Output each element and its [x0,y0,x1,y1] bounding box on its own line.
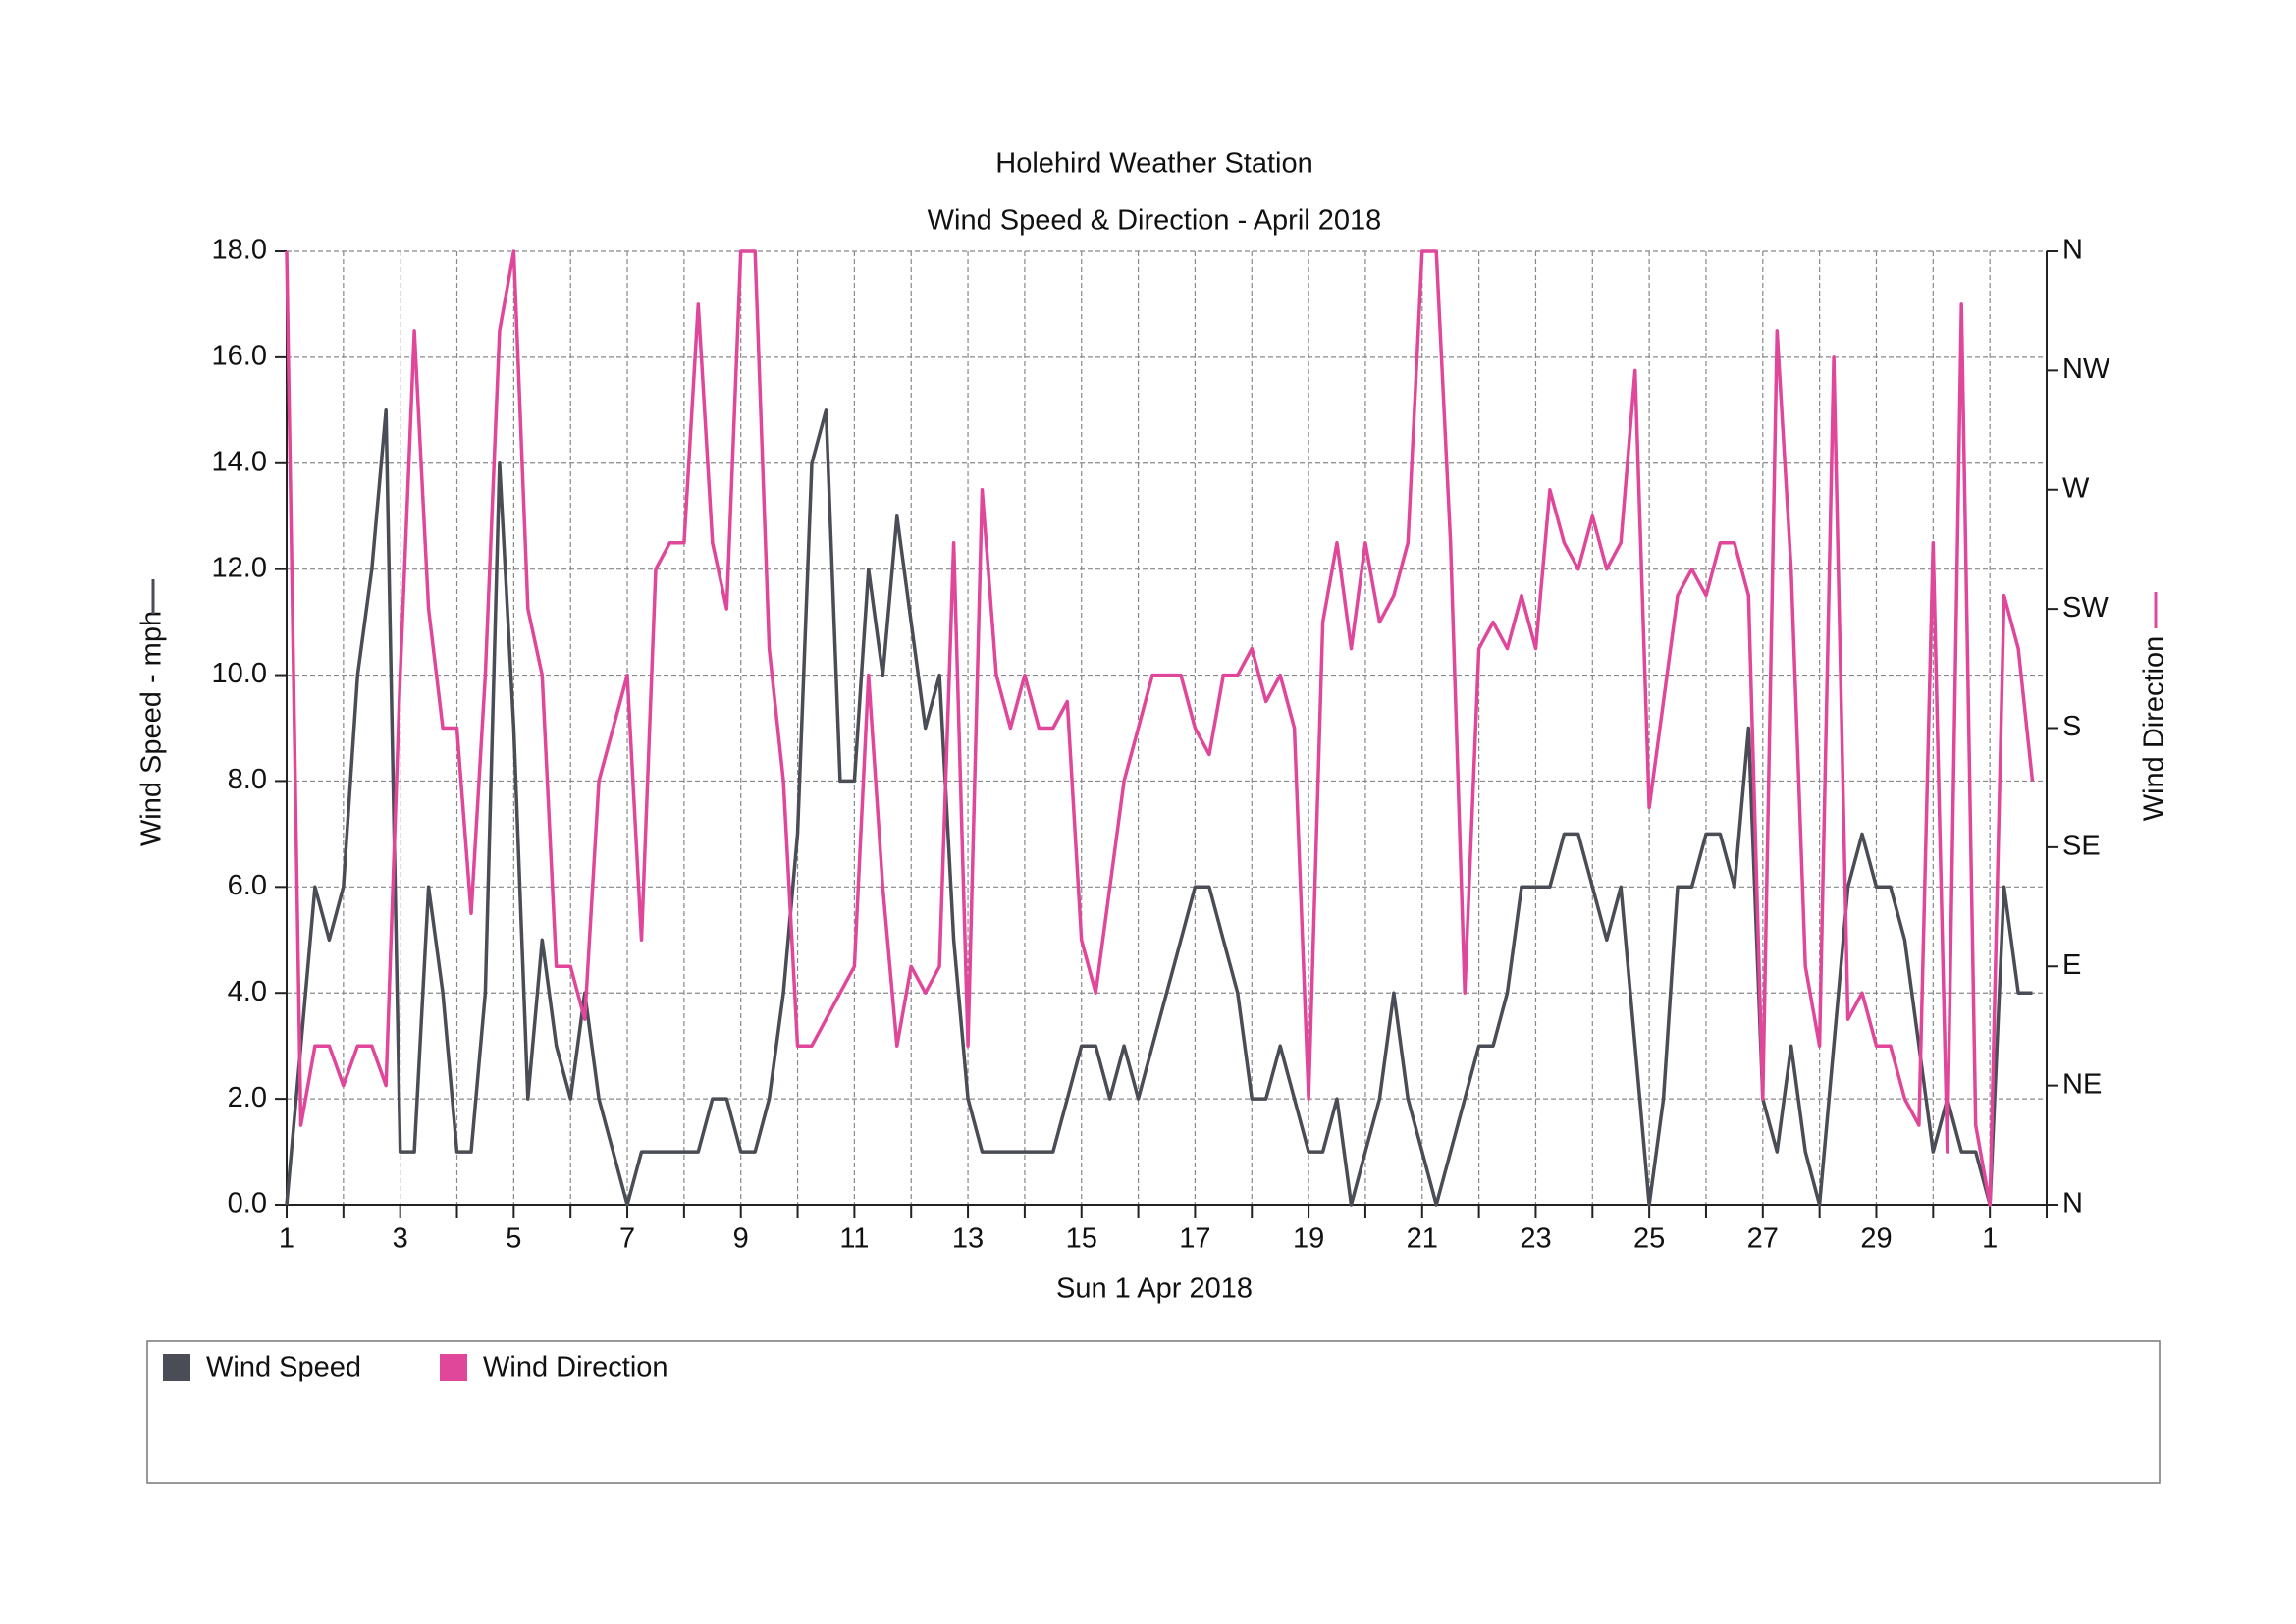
chart-subtitle: Wind Speed & Direction - April 2018 [928,205,1382,237]
y2-tick-label: NE [2062,1068,2102,1100]
y-tick-label: 2.0 [228,1082,267,1113]
y2-tick-label: SE [2062,831,2101,862]
y-tick-label: 10.0 [212,658,267,689]
y2-tick-label: NW [2062,353,2110,385]
x-tick-label: 9 [733,1223,749,1255]
legend-box [146,1340,2161,1484]
x-tick-label: 25 [1633,1223,1665,1255]
x-tick-label: 19 [1293,1223,1324,1255]
x-tick-label: 11 [839,1223,869,1255]
x-tick-label: 27 [1747,1223,1779,1255]
y-tick-label: 16.0 [212,341,267,372]
x-tick-label: 1 [279,1223,294,1255]
y-tick-label: 0.0 [228,1188,267,1219]
y-axis-label: Wind Speed - mph [136,611,168,846]
legend-label: Wind Direction [483,1352,668,1383]
y-tick-label: 4.0 [228,976,267,1007]
x-tick-label: 29 [1860,1223,1892,1255]
y-tick-label: 18.0 [212,235,267,266]
legend-swatch [163,1354,190,1381]
legend-label: Wind Speed [206,1352,361,1383]
x-tick-label: 15 [1066,1223,1097,1255]
y2-axis-label: Wind Direction [2139,636,2170,822]
x-tick-label: 1 [1982,1223,1998,1255]
x-tick-label: 21 [1407,1223,1438,1255]
x-tick-label: 13 [952,1223,984,1255]
y-tick-label: 8.0 [228,764,267,795]
x-axis-label: Sun 1 Apr 2018 [1056,1273,1253,1305]
x-tick-label: 5 [506,1223,521,1255]
y2-tick-label: N [2062,235,2083,266]
y2-tick-label: SW [2062,592,2109,623]
chart-title: Holehird Weather Station [995,148,1312,180]
y-tick-label: 12.0 [212,552,267,583]
x-tick-label: 17 [1179,1223,1210,1255]
y2-tick-label: S [2062,711,2081,742]
y2-tick-label: N [2062,1188,2083,1219]
y-tick-label: 14.0 [212,446,267,477]
x-tick-label: 7 [619,1223,635,1255]
y2-tick-label: W [2062,472,2090,504]
x-tick-label: 3 [393,1223,408,1255]
legend-swatch [440,1354,467,1381]
series-line [285,408,2033,1207]
y-tick-label: 6.0 [228,870,267,901]
y2-tick-label: E [2062,949,2081,981]
series-line [285,249,2035,1207]
x-tick-label: 23 [1520,1223,1551,1255]
